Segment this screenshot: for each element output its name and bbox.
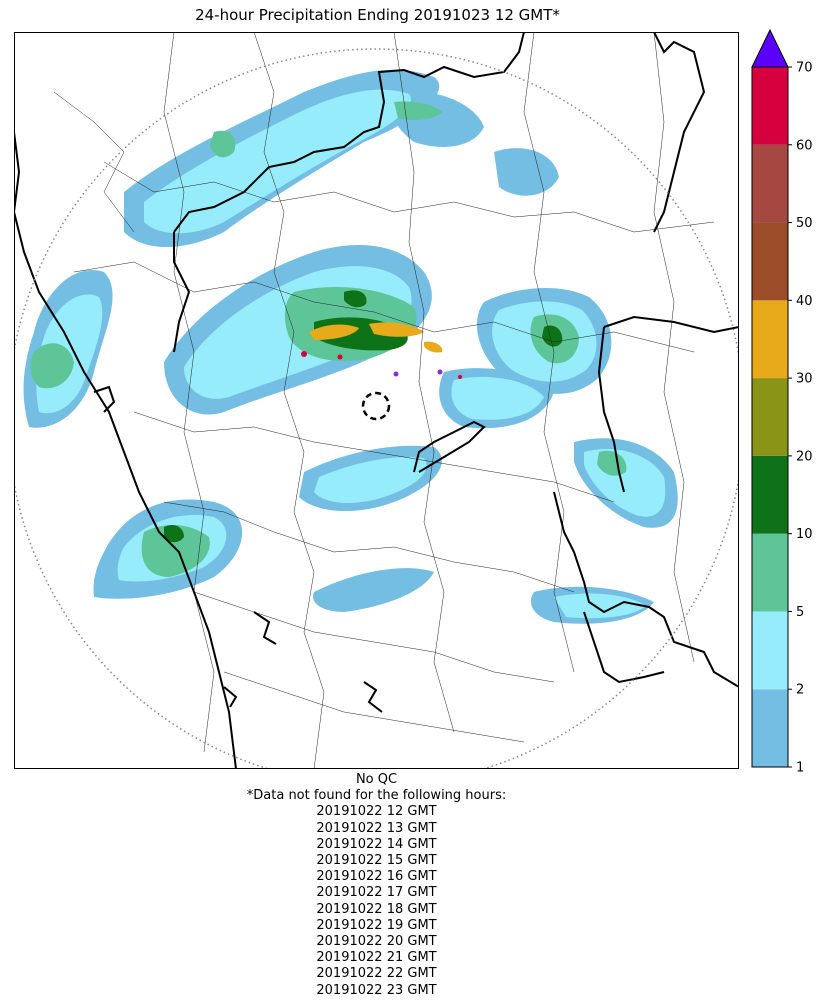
colorbar-tick-label: 10 (796, 527, 813, 542)
colorbar-segment (752, 611, 788, 690)
colorbar-segment (752, 689, 788, 767)
map-background (14, 32, 739, 769)
map-frame (14, 32, 739, 769)
missing-hour: 20191022 20 GMT (316, 934, 437, 950)
colorbar-segment (752, 300, 788, 379)
colorbar-tick-label: 30 (796, 372, 813, 387)
radar-site-marker (361, 391, 391, 421)
colorbar-segment (752, 533, 788, 612)
qc-status: No QC (355, 772, 398, 787)
missing-hour: 20191022 23 GMT (316, 982, 437, 998)
colorbar-tick-label: 5 (796, 605, 804, 620)
missing-data-header: *Data not found for the following hours: (246, 788, 507, 804)
national-boundaries (14, 32, 739, 769)
colorbar-segment (752, 455, 788, 534)
chart-title: 24-hour Precipitation Ending 20191023 12… (195, 6, 560, 24)
colorbar-frame (751, 66, 789, 768)
colorbar-segment (752, 144, 788, 223)
colorbar-tick-label: 70 (796, 61, 813, 76)
missing-hour: 20191022 18 GMT (316, 901, 437, 917)
missing-hour: 20191022 12 GMT (316, 804, 437, 820)
missing-hour: 20191022 17 GMT (316, 885, 437, 901)
radar-range-ring (14, 48, 739, 769)
precip-layer-intense (301, 322, 462, 379)
data-notes: No QC *Data not found for the following … (14, 772, 739, 999)
colorbar-tick-label: 50 (796, 216, 813, 231)
missing-hour: 20191022 16 GMT (316, 869, 437, 885)
colorbar-segment (752, 222, 788, 301)
colorbar-tick-label: 2 (796, 683, 804, 698)
colorbar-tick-label: 20 (796, 449, 813, 464)
missing-hour: 20191022 21 GMT (316, 950, 437, 966)
missing-hour: 20191022 22 GMT (316, 966, 437, 982)
missing-hour: 20191022 15 GMT (316, 853, 437, 869)
colorbar-tick-label: 1 (796, 761, 804, 776)
missing-hour: 20191022 14 GMT (316, 836, 437, 852)
colorbar-extend-arrow (751, 28, 789, 68)
colorbar-segment (752, 67, 788, 145)
radar-map (14, 32, 739, 769)
missing-hour: 20191022 19 GMT (316, 917, 437, 933)
missing-hour: 20191022 13 GMT (316, 820, 437, 836)
colorbar-segment (752, 378, 788, 456)
colorbar-tick-label: 40 (796, 294, 813, 309)
colorbar: 1 2 5 10 20 30 40 50 60 70 (751, 28, 813, 776)
colorbar-tick-label: 60 (796, 138, 813, 153)
